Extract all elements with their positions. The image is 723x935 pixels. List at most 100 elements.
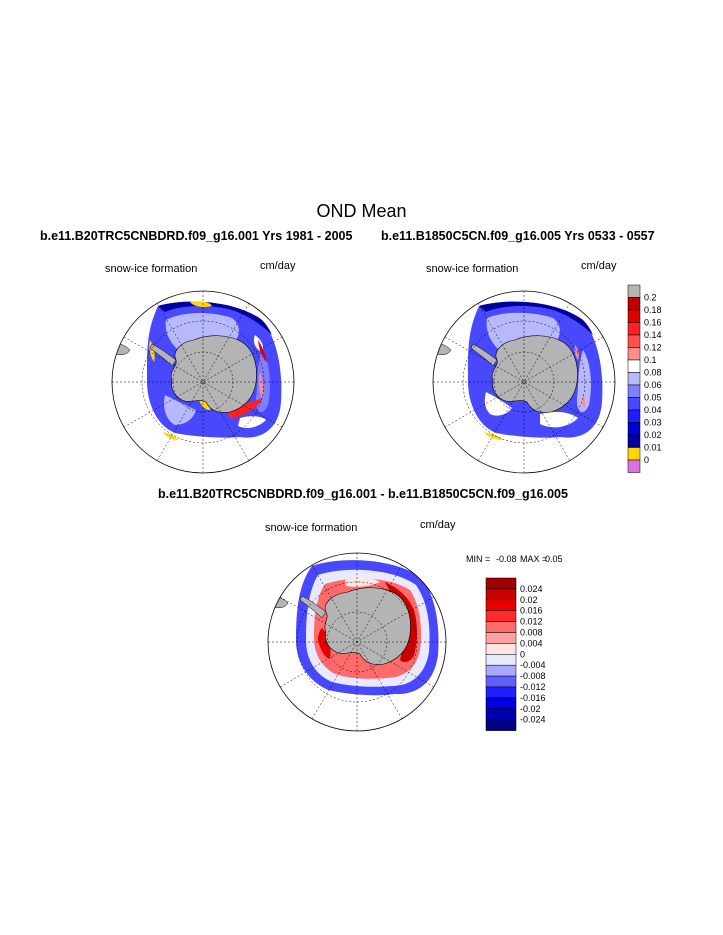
antarctica-land [170,335,257,413]
colorbar-difference-tick-label: 0.008 [520,628,543,638]
colorbar-absolute-tick-label: 0.02 [644,430,662,440]
colorbar-absolute-swatch [627,372,641,386]
colorbar-absolute-tick-label: 0.05 [644,393,662,403]
graticule [433,291,615,473]
south-america-land [433,343,452,356]
colorbar-difference-tick-label: -0.016 [520,693,546,703]
colorbar-difference-swatch [485,621,517,633]
difference-units-label: cm/day [420,519,456,531]
panel-1-title: b.e11.B20TRC5CNBDRD.f09_g16.001 Yrs 1981… [40,229,353,243]
colorbar-absolute-swatch [627,397,641,411]
min-label: MIN = [466,554,491,564]
colorbar-absolute-tick-label: 0.14 [644,330,662,340]
colorbar-difference-tick-label: 0.016 [520,606,543,616]
peninsula-land [470,343,498,367]
colorbar-difference-swatch [485,577,517,590]
colorbar-absolute-swatch [627,322,641,336]
colorbar-absolute-swatch [627,334,641,348]
pale-patch [345,577,380,587]
colorbar-absolute-swatch [627,347,641,361]
colorbar-absolute-tick-label: 0.01 [644,443,662,453]
colorbar-difference-swatch [485,599,517,611]
colorbar-difference-tick-label: 0.004 [520,638,543,648]
colorbar-absolute-tick-label: 0.03 [644,418,662,428]
max-label: MAX = [520,554,548,564]
colorbar-absolute-swatch [627,384,641,398]
pink-streak [258,372,264,398]
colorbar-absolute-swatch [627,359,641,373]
yellow-patch [190,301,212,307]
colorbar-absolute-tick-label: 0.08 [644,368,662,378]
graticule [112,291,294,473]
yellow-patch [163,432,178,440]
colorbar-absolute-swatch [627,447,641,461]
colorbar-difference-swatch [485,664,517,677]
colorbar-absolute-swatch [627,284,641,298]
colorbar-absolute-swatch [627,297,641,311]
dark-blue-edge [479,301,593,335]
colorbar-difference-tick-label: -0.004 [520,660,546,670]
colorbar-difference-swatch [485,643,517,655]
red-streak [258,340,267,362]
colorbar-absolute-tick-label: 0.16 [644,318,662,328]
pale-patch [255,350,270,413]
colorbar-difference-swatch [485,675,517,688]
dark-blue-edge [158,301,272,335]
panel-2-units-label: cm/day [581,260,617,272]
pink-spot [574,345,579,360]
colorbar-difference-swatch [485,708,517,720]
red-streak [228,398,262,419]
white-patch [484,392,512,416]
figure-title: OND Mean [316,201,407,221]
colorbar-difference-swatch [485,719,517,731]
pale-patch [164,395,196,425]
colorbar-difference-swatch [485,588,517,601]
panel-1-map [112,291,294,473]
antarctica-land [324,587,411,665]
colorbar-difference-tick-label: -0.012 [520,682,546,692]
colorbar-difference-tick-label: 0 [520,649,525,659]
colorbar-absolute-swatch [627,409,641,423]
colorbar-difference-swatch [485,686,517,699]
white-patch [238,416,266,428]
panel-2-variable-label: snow-ice formation [426,263,519,275]
colorbar-absolute-swatch [627,434,641,448]
positive-strong [318,628,331,659]
colorbar-absolute-tick-label: 0.04 [644,405,662,415]
colorbar-difference-tick-label: -0.02 [520,704,541,714]
colorbar-absolute: 0.2 0.18 0.16 0.14 0.12 0.1 0.08 0.06 0.05 0.04 0.… [627,284,662,473]
panel-2-border [432,290,616,474]
yellow-patch [149,340,155,362]
yellow-patch [484,432,503,440]
colorbar-difference-swatch [485,697,517,710]
colorbar-absolute-tick-label: 0.18 [644,305,662,315]
colorbar-difference-swatch [485,610,517,622]
colorbar-difference-tick-label: -0.024 [520,715,546,725]
colorbar-difference: 0.0240.020.0160.0120.0080.0040-0.004-0.0… [485,577,546,731]
panel-2-map [433,291,615,473]
colorbar-difference-tick-label: -0.008 [520,671,546,681]
south-america-land [112,343,131,356]
colorbar-absolute-tick-label: 0.1 [644,355,657,365]
colorbar-absolute-tick-label: 0.06 [644,380,662,390]
peninsula-land [149,343,177,367]
colorbar-difference-tick-label: 0.012 [520,617,543,627]
colorbar-absolute-swatch [627,309,641,323]
pale-patch [576,350,591,413]
difference-title: b.e11.B20TRC5CNBDRD.f09_g16.001 - b.e11.… [158,487,568,501]
colorbar-absolute-tick-label: 0.2 [644,293,657,303]
antarctica-land [491,335,578,413]
panel-2-title: b.e11.B1850C5CN.f09_g16.005 Yrs 0533 - 0… [381,229,655,243]
panel-1-units-label: cm/day [260,260,296,272]
colorbar-absolute-swatch [627,459,641,473]
colorbar-absolute-tick-label: 0 [644,455,649,465]
graticule [268,553,446,731]
max-value: 0.05 [545,554,563,564]
min-value: -0.08 [496,554,517,564]
colorbar-difference-tick-label: 0.02 [520,595,538,605]
difference-map-border [267,552,447,732]
panel-1-border [111,290,295,474]
south-america-land [268,596,289,609]
panel-1-variable-label: snow-ice formation [105,263,198,275]
